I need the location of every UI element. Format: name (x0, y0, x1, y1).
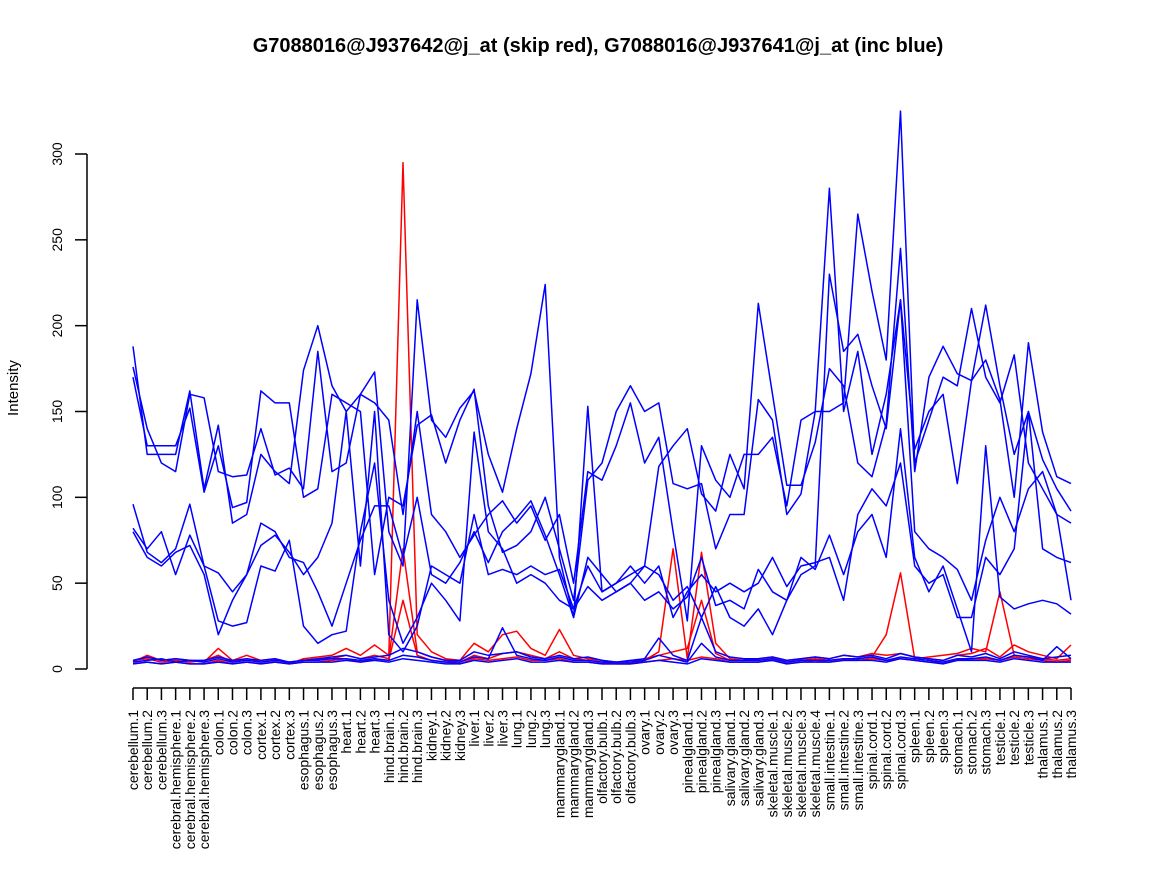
x-tick-label: testicle.1 (992, 710, 1008, 765)
x-tick-label: stomach.1 (949, 710, 965, 775)
y-axis-label: Intensity (5, 360, 22, 416)
x-tick-label: heart.2 (352, 710, 368, 754)
x-tick-label: esophagus.2 (310, 710, 326, 790)
x-tick-label: spleen.2 (921, 710, 937, 763)
x-tick-label: thalamus.2 (1049, 710, 1065, 779)
x-tick-label: cerebellum.2 (139, 710, 155, 790)
chart-title: G7088016@J937642@j_at (skip red), G70880… (253, 35, 944, 57)
x-tick-label: liver.1 (466, 710, 482, 747)
x-tick-label: spleen.1 (907, 710, 923, 763)
series-line-7 (132, 273, 1072, 627)
y-tick-label: 100 (49, 485, 65, 509)
y-tick-label: 50 (49, 575, 65, 591)
x-tick-label: salivary.gland.3 (750, 710, 766, 806)
x-tick-label: kidney.2 (438, 710, 454, 761)
series-line-6 (132, 187, 1072, 602)
x-tick-label: skeletal.muscle.4 (807, 710, 823, 818)
x-tick-label: esophagus.3 (324, 710, 340, 790)
y-tick-label: 250 (49, 228, 65, 252)
x-tick-label: cortex.3 (281, 710, 297, 760)
y-tick-label: 300 (49, 142, 65, 166)
x-tick-label: pinealgland.1 (679, 710, 695, 794)
x-tick-label: spinal.cord.3 (892, 710, 908, 790)
x-axis: cerebellum.1cerebellum.2cerebellum.3cere… (125, 687, 1079, 850)
y-tick-label: 0 (49, 665, 65, 673)
x-tick-label: cortex.1 (253, 710, 269, 760)
x-tick-label: heart.1 (338, 710, 354, 754)
x-tick-label: cerebral.hemisphere.1 (168, 710, 184, 850)
series-line-9 (132, 410, 1072, 653)
series-group (132, 110, 1072, 665)
x-tick-label: hind.brain.2 (395, 710, 411, 783)
series-line-11 (132, 627, 1072, 663)
x-tick-label: hind.brain.3 (409, 710, 425, 783)
x-tick-label: small.intestine.2 (836, 710, 852, 811)
x-tick-label: kidney.1 (423, 710, 439, 761)
x-tick-label: lung.2 (523, 710, 539, 748)
series-line-3 (132, 599, 1072, 665)
series-line-2 (132, 548, 1072, 665)
x-tick-label: mammarygland.3 (580, 710, 596, 818)
x-tick-label: liver.2 (480, 710, 496, 747)
x-tick-label: olfactory.bulb.2 (608, 710, 624, 804)
x-tick-label: ovary.1 (637, 710, 653, 755)
x-tick-label: skeletal.muscle.2 (779, 710, 795, 818)
series-line-4 (132, 247, 1072, 619)
x-tick-label: hind.brain.1 (381, 710, 397, 783)
x-tick-label: cortex.2 (267, 710, 283, 760)
x-tick-label: spinal.cord.1 (864, 710, 880, 790)
x-tick-label: pinealgland.2 (693, 710, 709, 794)
x-tick-label: small.intestine.1 (821, 710, 837, 811)
x-tick-label: cerebral.hemisphere.3 (196, 710, 212, 850)
x-tick-label: small.intestine.3 (850, 710, 866, 811)
x-tick-label: stomach.2 (964, 710, 980, 775)
x-tick-label: lung.3 (537, 710, 553, 748)
x-tick-label: spleen.3 (935, 710, 951, 763)
x-tick-label: kidney.3 (452, 710, 468, 761)
x-tick-label: heart.3 (367, 710, 383, 754)
x-tick-label: salivary.gland.1 (722, 710, 738, 806)
x-tick-label: spinal.cord.2 (878, 710, 894, 790)
x-tick-label: colon.1 (210, 710, 226, 755)
series-line-8 (132, 427, 1072, 653)
x-tick-label: cerebral.hemisphere.2 (182, 710, 198, 850)
y-tick-label: 200 (49, 314, 65, 338)
x-tick-label: cerebellum.1 (125, 710, 141, 790)
y-axis: 0 50 100 150 200 250 300 (49, 142, 88, 673)
x-tick-label: mammarygland.2 (566, 710, 582, 818)
x-tick-label: lung.1 (509, 710, 525, 748)
x-tick-label: salivary.gland.2 (736, 710, 752, 806)
x-tick-label: esophagus.1 (296, 710, 312, 790)
x-tick-label: ovary.3 (665, 710, 681, 755)
x-tick-label: testicle.3 (1020, 710, 1036, 765)
x-tick-label: skeletal.muscle.3 (793, 710, 809, 818)
x-tick-label: liver.3 (495, 710, 511, 747)
x-tick-label: pinealgland.3 (708, 710, 724, 794)
x-tick-label: skeletal.muscle.1 (765, 710, 781, 818)
x-tick-label: colon.2 (224, 710, 240, 755)
series-line-10 (132, 616, 1072, 663)
series-line-12 (132, 657, 1071, 665)
x-tick-label: colon.3 (239, 710, 255, 755)
series-line-5 (132, 110, 1072, 622)
y-tick-label: 150 (49, 400, 65, 424)
x-tick-label: olfactory.bulb.3 (622, 710, 638, 804)
x-tick-label: stomach.3 (978, 710, 994, 775)
x-tick-label: thalamus.3 (1063, 710, 1079, 779)
x-tick-label: cerebellum.3 (153, 710, 169, 790)
x-tick-label: testicle.2 (1006, 710, 1022, 765)
x-tick-label: mammarygland.1 (551, 710, 567, 818)
x-tick-label: ovary.2 (651, 710, 667, 755)
x-tick-label: olfactory.bulb.1 (594, 710, 610, 804)
x-tick-label: thalamus.1 (1035, 710, 1051, 779)
